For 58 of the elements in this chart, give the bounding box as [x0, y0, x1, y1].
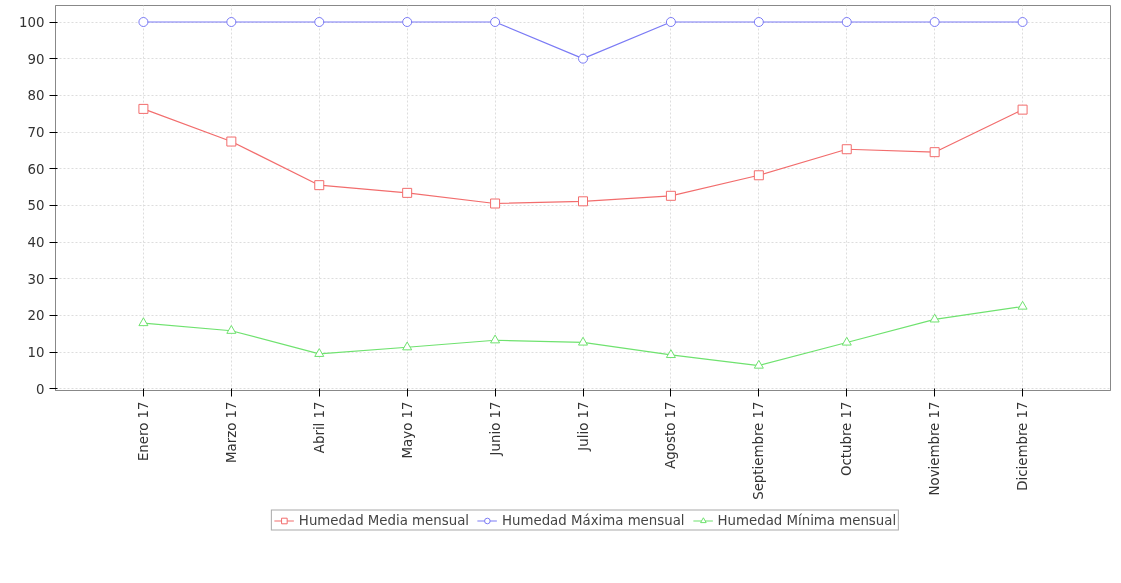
point: [402, 17, 413, 27]
point: [753, 17, 764, 27]
x-tick-label: Enero 17: [135, 401, 151, 462]
point: [402, 187, 413, 198]
x-tick-label: Mayo 17: [399, 401, 415, 459]
point: [490, 198, 501, 209]
point: [665, 190, 676, 201]
legend-label: Humedad Mínima mensual: [717, 512, 897, 528]
point: [138, 17, 149, 27]
point: [226, 17, 237, 27]
point: [226, 325, 237, 334]
point: [578, 336, 588, 346]
point: [665, 17, 676, 27]
y-tick-label: 50: [27, 198, 45, 214]
legend-label: Humedad Máxima mensual: [502, 512, 685, 528]
y-tick-label: 60: [27, 161, 45, 177]
x-tick-label: Abril 17: [311, 401, 327, 454]
point: [314, 348, 325, 357]
point: [929, 147, 940, 158]
y-tick-label: 30: [27, 271, 45, 287]
y-tick-label: 100: [19, 15, 45, 30]
x-tick-label: Septiembre 17: [751, 401, 767, 500]
y-tick-label: 20: [27, 308, 45, 324]
point: [314, 17, 325, 27]
x-tick-label: Diciembre 17: [1015, 401, 1031, 491]
x-tick-label: Marzo 17: [223, 401, 239, 463]
point: [314, 180, 325, 191]
point: [753, 359, 764, 369]
point: [665, 349, 676, 359]
y-tick-label: 40: [27, 235, 45, 250]
x-tick-label: Noviembre 17: [927, 401, 943, 496]
point: [1017, 17, 1028, 27]
x-tick-label: Junio 17: [487, 401, 503, 457]
point: [841, 17, 852, 27]
y-tick-label: 0: [36, 381, 45, 397]
point: [841, 336, 852, 346]
x-tick-label: Agosto 17: [663, 401, 679, 469]
y-tick-label: 70: [27, 125, 45, 140]
point: [578, 196, 588, 207]
point: [841, 144, 852, 155]
point: [490, 17, 501, 27]
point: [490, 334, 501, 344]
point: [138, 317, 149, 327]
x-tick-label: Octubre 17: [839, 401, 855, 477]
x-tick-label: Julio 17: [575, 401, 591, 452]
point: [138, 103, 149, 114]
point: [1017, 104, 1028, 115]
point: [753, 170, 764, 181]
point: [226, 136, 237, 147]
point: [578, 53, 588, 64]
y-tick-label: 80: [27, 88, 45, 104]
point: [929, 17, 940, 27]
y-tick-label: 90: [27, 51, 45, 67]
legend-label: Humedad Media mensual: [298, 512, 470, 528]
point: [929, 313, 940, 323]
point: [402, 341, 413, 351]
y-tick-label: 10: [27, 345, 45, 360]
point: [1017, 300, 1028, 310]
